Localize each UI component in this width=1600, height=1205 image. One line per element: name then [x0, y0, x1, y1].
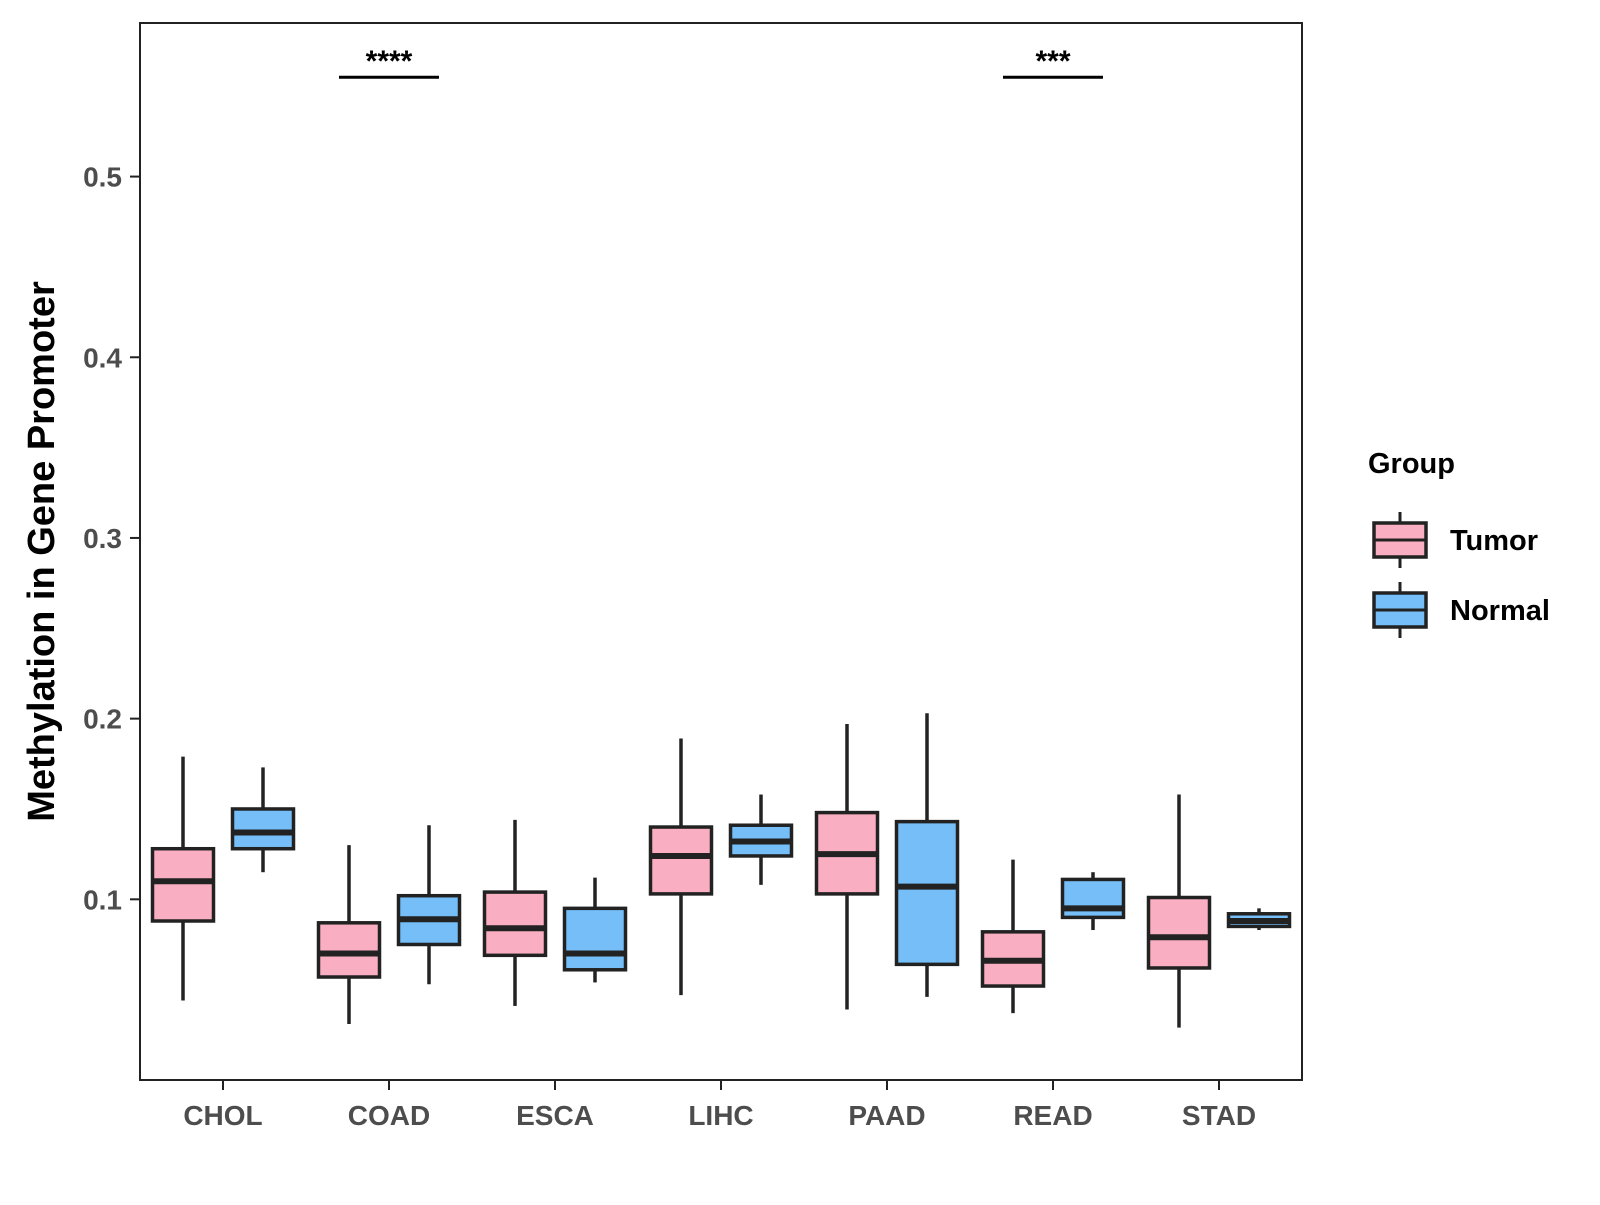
- box-body: [1146, 895, 1212, 970]
- box-normal-paad: [894, 713, 960, 997]
- box-tumor-stad: [1146, 794, 1212, 1028]
- x-tick-label: LIHC: [688, 1100, 753, 1131]
- box-tumor-coad: [316, 845, 382, 1024]
- box-normal-stad: [1226, 908, 1292, 931]
- significance-label: ***: [1035, 45, 1070, 78]
- y-tick-label: 0.4: [83, 342, 122, 373]
- box-tumor-read: [980, 859, 1046, 1014]
- box-normal-lihc: [728, 794, 794, 885]
- box-tumor-paad: [814, 724, 880, 1010]
- legend-label: Tumor: [1450, 525, 1538, 557]
- y-axis-title: Methylation in Gene Promoter: [21, 281, 63, 822]
- box-tumor-chol: [150, 756, 216, 1001]
- x-tick-label: PAAD: [848, 1100, 925, 1131]
- legend-item-tumor: Tumor: [1372, 512, 1538, 568]
- legend: Group Tumor Normal: [1368, 448, 1550, 638]
- box-body: [482, 890, 548, 958]
- legend-title: Group: [1368, 448, 1455, 480]
- significance-label: ****: [366, 45, 413, 78]
- box-body: [316, 921, 382, 979]
- plot-area: **** ***: [150, 45, 1292, 1028]
- box-normal-read: [1060, 872, 1126, 931]
- box-normal-chol: [230, 767, 296, 873]
- y-tick-label: 0.5: [83, 162, 122, 193]
- y-tick-label: 0.2: [83, 704, 122, 735]
- x-tick-label: CHOL: [183, 1100, 262, 1131]
- box-tumor-esca: [482, 819, 548, 1006]
- axes: 0.1 0.2 0.3 0.4 0.5 CHOL COAD ESCA LIHC PAAD READ S…: [21, 22, 1303, 1131]
- box-body: [562, 906, 628, 972]
- box-normal-esca: [562, 877, 628, 983]
- legend-item-normal: Normal: [1372, 582, 1550, 638]
- y-tick-label: 0.1: [83, 884, 122, 915]
- box-body: [1060, 877, 1126, 920]
- box-body: [894, 819, 960, 967]
- box-normal-coad: [396, 825, 462, 985]
- box-body: [150, 846, 216, 923]
- x-tick-label: STAD: [1182, 1100, 1256, 1131]
- box-body: [230, 807, 296, 851]
- legend-label: Normal: [1450, 595, 1550, 627]
- x-tick-label: ESCA: [516, 1100, 594, 1131]
- x-tick-label: READ: [1013, 1100, 1092, 1131]
- x-tick-label: COAD: [348, 1100, 430, 1131]
- y-tick-label: 0.3: [83, 523, 122, 554]
- box-tumor-lihc: [648, 738, 714, 996]
- plot-frame: [139, 22, 1303, 1081]
- box-body: [648, 825, 714, 896]
